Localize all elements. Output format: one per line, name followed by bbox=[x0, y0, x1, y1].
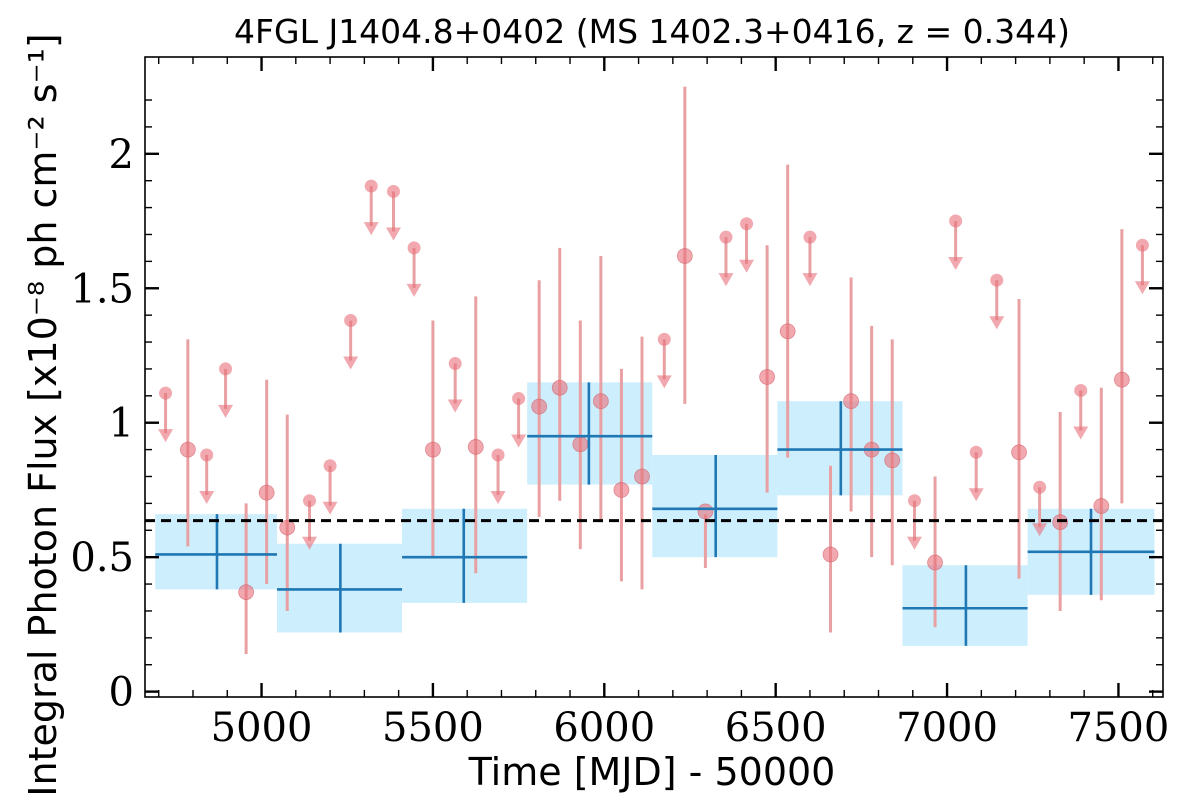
y-tick-label: 0 bbox=[109, 670, 134, 716]
upper-limit-arrowhead bbox=[511, 434, 527, 448]
x-axis-label: Time [MJD] - 50000 bbox=[468, 750, 836, 794]
detection-point bbox=[572, 436, 589, 453]
detection-point bbox=[1113, 371, 1130, 388]
upper-limit-marker bbox=[159, 386, 173, 400]
upper-limit-marker bbox=[344, 314, 358, 328]
plot-frame bbox=[144, 56, 1164, 698]
y-tick-label: 1 bbox=[109, 401, 134, 447]
upper-limit-marker bbox=[719, 230, 733, 244]
upper-limit-marker bbox=[364, 179, 378, 193]
upper-limit-marker bbox=[200, 448, 214, 462]
upper-limit-marker bbox=[740, 217, 754, 231]
upper-limit-marker bbox=[323, 459, 337, 473]
detection-point bbox=[467, 439, 484, 455]
upper-limit-marker bbox=[1074, 383, 1088, 397]
upper-limit-marker bbox=[219, 362, 233, 376]
y-tick-label: 0.5 bbox=[70, 535, 134, 581]
upper-limit-marker bbox=[969, 445, 983, 459]
upper-limit-marker bbox=[387, 184, 401, 198]
detection-point bbox=[531, 398, 548, 415]
upper-limit-arrowhead bbox=[948, 257, 964, 271]
x-tick-label: 7500 bbox=[1068, 705, 1170, 751]
detection-point bbox=[779, 323, 796, 340]
upper-limit-marker bbox=[907, 494, 921, 508]
upper-limit-marker bbox=[1135, 238, 1149, 252]
upper-limit-arrowhead bbox=[656, 375, 672, 389]
x-tick-label: 6000 bbox=[553, 705, 655, 751]
detection-point bbox=[822, 546, 839, 563]
upper-limit-arrowhead bbox=[158, 429, 174, 443]
plot-area bbox=[145, 86, 1163, 654]
upper-limit-arrowhead bbox=[989, 316, 1005, 330]
detection-point bbox=[759, 369, 776, 385]
upper-limit-marker bbox=[512, 392, 526, 406]
upper-limit-marker bbox=[1033, 480, 1047, 494]
x-tick-label: 5500 bbox=[382, 705, 484, 751]
upper-limit-marker bbox=[407, 241, 421, 255]
upper-limit-marker bbox=[803, 230, 817, 244]
upper-limit-arrowhead bbox=[718, 273, 734, 287]
detection-point bbox=[425, 441, 441, 458]
upper-limit-arrowhead bbox=[343, 356, 359, 370]
detection-point bbox=[258, 484, 275, 501]
upper-limit-arrowhead bbox=[406, 283, 422, 297]
chart-title: 4FGL J1404.8+0402 (MS 1402.3+0416, z = 0… bbox=[234, 12, 1070, 51]
upper-limit-arrowhead bbox=[739, 259, 755, 273]
detection-point bbox=[884, 452, 901, 469]
upper-limit-arrowhead bbox=[302, 536, 318, 550]
y-axis-label: Integral Photon Flux [x10⁻⁸ ph cm⁻² s⁻¹] bbox=[21, 33, 65, 796]
upper-limit-arrowhead bbox=[1134, 281, 1150, 295]
upper-limit-arrowhead bbox=[199, 490, 215, 504]
upper-limit-arrowhead bbox=[490, 490, 506, 504]
upper-limit-arrowhead bbox=[322, 501, 338, 515]
detection-point bbox=[1093, 498, 1110, 514]
detection-point bbox=[551, 379, 568, 396]
detection-point bbox=[592, 393, 609, 410]
detection-point bbox=[179, 441, 196, 458]
upper-limit-marker bbox=[657, 332, 671, 346]
x-tick-label: 7000 bbox=[896, 705, 998, 751]
detection-point bbox=[1052, 514, 1069, 531]
upper-limit-arrowhead bbox=[1032, 523, 1048, 537]
upper-limit-arrowhead bbox=[218, 404, 234, 418]
detection-point bbox=[927, 554, 943, 571]
y-tick-label: 1.5 bbox=[70, 266, 134, 312]
x-tick-label: 6500 bbox=[725, 705, 827, 751]
axes: 5000 5500 6000 6500 7000 7500 0 0.5 1 1.5 2 bbox=[70, 56, 1170, 751]
y-tick-label: 2 bbox=[109, 132, 134, 178]
upper-limit-arrowhead bbox=[802, 273, 818, 287]
upper-limit-arrowhead bbox=[1073, 426, 1089, 440]
upper-limit-arrowhead bbox=[447, 399, 463, 413]
x-tick-label: 5000 bbox=[211, 705, 313, 751]
detection-point bbox=[676, 248, 693, 264]
detection-point bbox=[634, 468, 650, 485]
upper-limit-arrowhead bbox=[386, 227, 402, 241]
upper-limit-marker bbox=[303, 494, 317, 508]
detection-point bbox=[279, 519, 296, 536]
upper-limit-arrowhead bbox=[363, 222, 379, 236]
upper-limit-arrowhead bbox=[906, 536, 922, 550]
detection-point bbox=[613, 482, 630, 498]
detection-point bbox=[1011, 444, 1027, 461]
detection-point bbox=[843, 393, 859, 410]
detection-point bbox=[697, 503, 714, 520]
upper-limit-marker bbox=[949, 214, 963, 228]
upper-limit-marker bbox=[491, 448, 505, 462]
upper-limit-arrowhead bbox=[968, 488, 984, 502]
upper-limit-marker bbox=[448, 357, 462, 371]
upper-limit-marker bbox=[990, 273, 1004, 287]
detection-point bbox=[238, 584, 255, 601]
